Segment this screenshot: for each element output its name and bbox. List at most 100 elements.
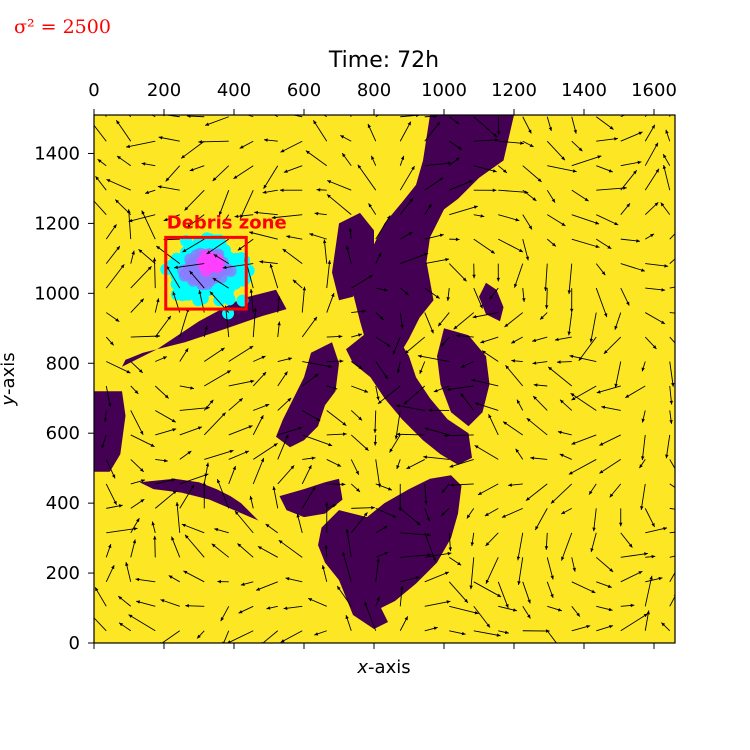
- flow-arrow: [396, 361, 401, 374]
- flow-arrow: [543, 263, 548, 292]
- plot-frame: [93, 114, 676, 644]
- flow-arrow: [620, 131, 643, 142]
- flow-arrow: [305, 150, 328, 167]
- land-west-coast: [94, 391, 126, 472]
- flow-arrow: [155, 428, 177, 436]
- flow-arrow: [345, 245, 352, 264]
- flow-arrow: [571, 385, 597, 401]
- flow-arrow: [449, 205, 478, 216]
- flow-arrow: [546, 557, 554, 580]
- flow-arrow: [399, 312, 404, 329]
- flow-arrow: [220, 606, 230, 622]
- flow-arrow: [525, 483, 548, 501]
- flow-arrow: [181, 523, 205, 534]
- flow-arrow: [571, 189, 589, 202]
- flow-arrow: [312, 120, 328, 142]
- flow-arrow: [571, 140, 583, 152]
- flow-arrow: [252, 457, 265, 485]
- flow-arrow: [263, 165, 279, 189]
- flow-arrow: [348, 227, 353, 240]
- flow-arrow: [350, 459, 360, 476]
- flow-arrow: [625, 385, 646, 399]
- flow-arrow: [105, 264, 125, 289]
- flow-arrow: [571, 116, 577, 134]
- flow-arrow: [424, 312, 434, 334]
- flow-arrow: [184, 534, 205, 558]
- flow-arrow: [370, 155, 377, 166]
- flow-arrow: [375, 459, 382, 488]
- flow-arrow: [280, 630, 303, 643]
- flow-arrow: [592, 508, 597, 532]
- flow-arrow: [375, 336, 391, 348]
- flow-arrow: [522, 288, 526, 302]
- flow-arrow: [206, 238, 230, 255]
- flow-arrow: [449, 180, 474, 191]
- flow-arrow: [105, 543, 112, 558]
- flow-arrow: [485, 532, 499, 547]
- flow-arrow: [211, 543, 230, 558]
- flow-arrow: [660, 202, 671, 215]
- flow-arrow: [106, 178, 131, 191]
- flow-arrow: [212, 165, 230, 182]
- flow-arrow: [645, 526, 668, 534]
- land-right-spur: [479, 282, 504, 322]
- flow-arrow: [115, 119, 132, 142]
- flow-arrow: [351, 385, 369, 393]
- flow-arrow: [473, 238, 496, 254]
- flow-arrow: [424, 121, 441, 142]
- flow-arrow: [183, 570, 205, 583]
- debris-zone-box: [164, 235, 248, 311]
- flow-arrow: [309, 233, 327, 240]
- flow-arrow: [375, 596, 380, 607]
- flow-arrow: [417, 354, 450, 362]
- flow-arrow: [516, 399, 524, 411]
- flow-arrow: [571, 434, 597, 445]
- flow-arrow: [375, 551, 389, 558]
- flow-arrow: [596, 385, 621, 394]
- flow-arrow: [544, 532, 549, 550]
- flow-arrow: [456, 334, 474, 338]
- flow-arrow: [620, 552, 648, 558]
- flow-arrow: [424, 571, 450, 583]
- flow-arrow: [130, 434, 155, 448]
- flow-arrow: [155, 410, 176, 423]
- flow-arrow: [669, 233, 675, 240]
- flow-arrow: [286, 235, 303, 240]
- flow-arrow: [271, 214, 303, 220]
- flow-arrow: [641, 434, 646, 461]
- flow-arrow: [396, 432, 425, 437]
- flow-arrow: [620, 287, 630, 306]
- flow-arrow: [471, 378, 499, 387]
- flow-arrow: [252, 415, 264, 436]
- x-axis-ticks: 0 200 400 600 800 1000 1200 1400 1600: [88, 80, 677, 649]
- flow-arrow: [596, 605, 613, 612]
- flow-arrow: [473, 165, 497, 173]
- flow-arrow: [130, 266, 152, 289]
- flow-arrow: [203, 399, 214, 411]
- flow-arrow: [556, 360, 572, 364]
- flow-arrow: [614, 361, 622, 388]
- flow-arrow: [341, 152, 352, 166]
- flow-arrow: [472, 312, 499, 319]
- chart-title: Time: 72h: [328, 48, 439, 73]
- flow-arrow: [125, 561, 132, 582]
- flow-arrow: [350, 483, 361, 493]
- flow-arrow: [480, 336, 499, 344]
- flow-arrow: [179, 450, 192, 460]
- flow-arrow: [144, 189, 156, 194]
- flow-arrow: [559, 453, 572, 460]
- flow-arrow: [204, 347, 225, 362]
- particle-cloud: [160, 232, 255, 320]
- flow-arrow: [516, 532, 524, 561]
- flow-arrow: [485, 557, 499, 584]
- flow-arrow: [669, 385, 674, 405]
- flow-arrow: [665, 434, 671, 459]
- flow-arrow: [253, 355, 266, 362]
- flow-arrow: [539, 312, 548, 320]
- flow-arrow: [321, 565, 328, 582]
- flow-arrow: [559, 399, 573, 411]
- flow-arrow: [135, 577, 156, 583]
- flow-arrow: [526, 417, 548, 436]
- flow-arrow: [180, 140, 205, 159]
- flow-arrow: [590, 532, 597, 553]
